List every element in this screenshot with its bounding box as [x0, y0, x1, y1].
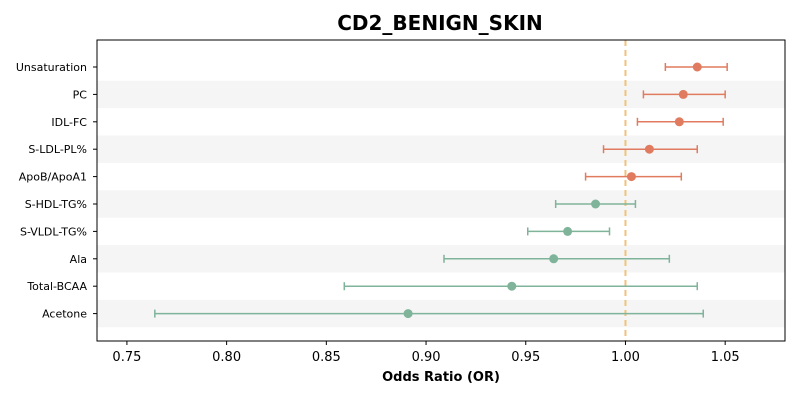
point-estimate [591, 199, 601, 209]
point-estimate [403, 309, 413, 319]
chart-title: CD2_BENIGN_SKIN [337, 11, 543, 35]
y-tick-label: Unsaturation [16, 61, 87, 74]
point-estimate [644, 144, 654, 154]
x-axis-label: Odds Ratio (OR) [382, 370, 500, 385]
point-estimate [674, 117, 684, 127]
point-estimate [549, 254, 559, 264]
plot-frame [96, 39, 786, 342]
x-tick-label: 0.90 [412, 350, 441, 365]
y-tick-label: Ala [70, 253, 87, 266]
y-tick-label: Total-BCAA [26, 280, 87, 293]
row-bands [97, 80, 785, 328]
point-estimate [563, 226, 573, 236]
point-estimate [626, 172, 636, 182]
x-tick-label: 0.80 [212, 350, 241, 365]
row-band [97, 245, 785, 273]
x-tick-label: 1.05 [711, 350, 740, 365]
point-estimate [507, 281, 517, 291]
x-tick-label: 0.95 [511, 350, 540, 365]
y-tick-label: S-LDL-PL% [28, 143, 87, 156]
y-tick-label: S-VLDL-TG% [20, 225, 87, 238]
x-tick-label: 1.00 [611, 350, 640, 365]
x-axis: 0.75 0.80 0.85 0.90 0.95 1.00 1.05 [112, 341, 740, 365]
y-tick-label: Acetone [42, 308, 87, 321]
y-tick-label: PC [73, 88, 88, 101]
point-estimate [692, 62, 702, 72]
x-tick-label: 0.85 [312, 350, 341, 365]
y-tick-label: IDL-FC [51, 116, 87, 129]
y-tick-label: S-HDL-TG% [25, 198, 87, 211]
y-tick-label: ApoB/ApoA1 [19, 171, 87, 184]
y-axis: Unsaturation PC IDL-FC S-LDL-PL% ApoB/ApoA1 S… [16, 61, 97, 321]
point-estimate [678, 89, 688, 99]
row-band [97, 190, 785, 218]
data-marks [154, 62, 728, 319]
x-tick-label: 0.75 [112, 350, 141, 365]
